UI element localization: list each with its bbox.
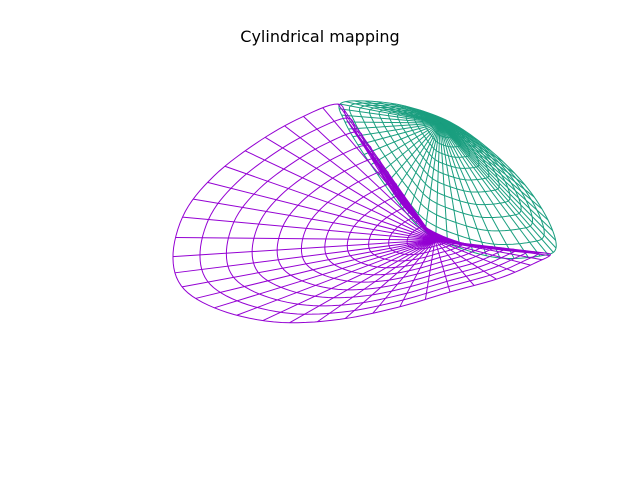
surface-1-radial-18 [289,239,436,324]
surface-0-radial-12 [439,122,491,151]
chart-title: Cylindrical mapping [240,27,400,46]
surface-1-radial-23 [424,239,436,300]
surface-0-radial-31 [439,122,449,244]
surface-1-radial-9 [182,216,436,241]
surface-1-radial-10 [175,236,436,241]
surface-1-radial-11 [172,239,436,258]
surface-1-radial-6 [224,165,436,241]
surface-0-radial-25 [439,122,529,258]
surface-1-radial-28 [434,239,531,266]
surface-0-radial-7 [419,109,441,124]
surface-1-radial-16 [236,239,436,316]
surface-1-radial-2 [303,116,436,241]
surface-1-radial-3 [284,125,436,241]
surface-0-radial-42 [357,122,441,146]
surface-0-radial-44 [348,122,441,130]
surface-0-radial-34 [415,122,441,225]
surface-0-radial-6 [404,105,441,124]
surface-0-radial-47 [339,108,441,124]
surface-0-radial-17 [439,122,543,210]
surface-0-radial-29 [439,122,474,253]
surface-1-radial-26 [434,239,497,280]
surface-1-radial-15 [214,239,436,309]
surface-0-radial-19 [439,122,554,231]
green-wireframe-surface [338,100,557,259]
surface-1-radial-17 [262,239,436,322]
surface-0-radial-23 [439,122,549,255]
surface-1-radial-27 [434,239,516,273]
surface-0-radial-37 [391,122,441,196]
surface-0-radial-33 [424,122,441,233]
surface-1-radial-14 [195,239,436,299]
purple-wireframe-surface [172,103,552,324]
surface-0-radial-21 [439,122,557,249]
surface-0-radial-30 [439,122,461,249]
surface-0-radial-15 [439,122,526,186]
surface-0-radial-13 [439,122,503,162]
surface-1-radial-22 [399,239,436,308]
surface-1-radial-8 [193,198,436,241]
surface-1-radial-4 [264,136,436,241]
surface-0-radial-18 [439,122,549,221]
surface-1-radial-46 [346,119,436,241]
surface-0-radial-4 [376,101,441,124]
surface-1-radial-25 [434,239,475,286]
surface-1-radial-21 [372,239,436,314]
surface-0-radial-22 [439,122,554,253]
surface-0-radial-9 [439,121,451,124]
surface-1-radial-29 [434,239,543,261]
surface-1-radial-19 [317,239,436,323]
surface-0-radial-27 [439,122,501,259]
surface-0-radial-28 [439,122,487,256]
surface-0-radial-35 [407,122,441,215]
surface-0-radial-16 [439,122,535,198]
surface-0-radial-38 [384,122,441,186]
surface-1-radial-24 [434,239,451,293]
surface-0-radial-43 [352,122,441,138]
surface-0-radial-41 [363,122,441,155]
surface-0-radial-5 [390,102,441,124]
surface-0-radial-26 [439,122,515,259]
surface-0-radial-39 [377,122,441,176]
surface-1-radial-5 [244,150,436,241]
surface-0-radial-46 [341,114,441,124]
surface-0-radial-36 [399,122,441,206]
surface-1-radial-35 [434,239,469,246]
surface-0-radial-0 [339,103,441,124]
surface-1-radial-36 [434,237,449,241]
surface-0-radial-24 [439,122,541,257]
surface-0-radial-14 [439,122,515,174]
surface-0-radial-3 [364,100,441,124]
surface-0-radial-20 [439,122,557,241]
surface-0-radial-45 [344,121,441,124]
surface-0-radial-32 [435,122,441,239]
surface-0-radial-10 [439,122,465,131]
surface-0-radial-40 [370,122,441,166]
surface-1-radial-47 [343,109,436,241]
surface-1-radial-20 [344,239,436,320]
surface-0-radial-8 [434,115,441,124]
surface-1-radial-12 [174,239,436,274]
surface-1-radial-7 [207,181,436,241]
surface-1-radial-13 [181,239,436,288]
